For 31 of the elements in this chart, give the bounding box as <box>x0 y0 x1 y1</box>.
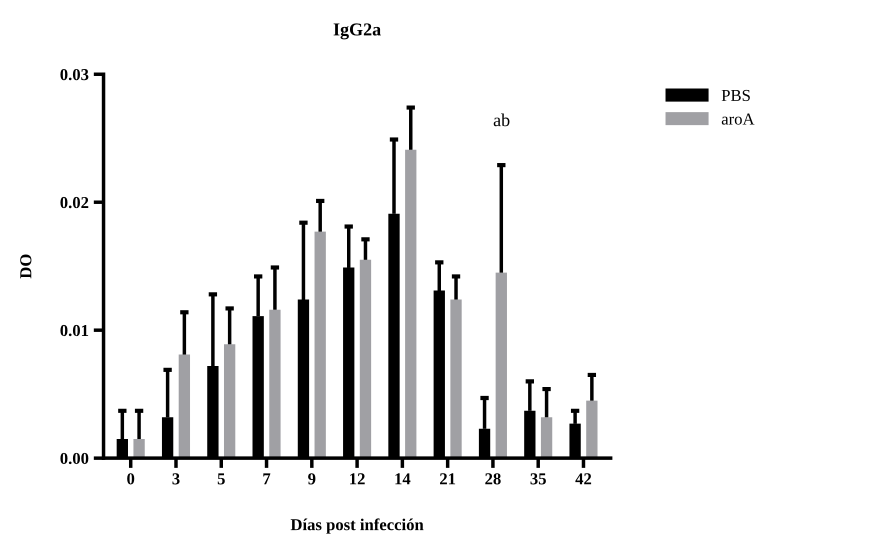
y-axis-title: DO <box>20 254 32 278</box>
x-tick-label: 9 <box>308 473 316 484</box>
bar <box>269 310 281 458</box>
y-tick-label: 0.02 <box>60 196 88 208</box>
bar <box>178 354 190 458</box>
bar <box>450 299 462 458</box>
x-tick-label: 14 <box>395 473 410 484</box>
y-tick-label: 0.01 <box>60 324 88 336</box>
x-tick-label: 0 <box>127 473 134 484</box>
bar <box>314 232 326 458</box>
bar <box>496 272 507 458</box>
x-tick-label: 28 <box>485 473 501 484</box>
bar <box>586 400 598 458</box>
x-tick-label: 42 <box>575 473 592 484</box>
x-tick-label: 5 <box>218 473 225 484</box>
bar <box>224 344 236 458</box>
x-axis-title: Días post infección <box>290 518 424 534</box>
bar <box>540 417 552 458</box>
x-tick-label: 21 <box>440 473 456 484</box>
x-tick-label: 7 <box>263 473 270 484</box>
legend-label: PBS <box>722 90 750 102</box>
x-tick-label: 3 <box>172 473 180 484</box>
legend-label: aroA <box>722 113 754 125</box>
bar <box>360 260 372 458</box>
x-tick-label: 12 <box>350 473 365 484</box>
chart-title: IgG2a <box>334 23 381 40</box>
bar <box>405 150 416 458</box>
x-tick-label: 35 <box>530 473 546 484</box>
y-tick-label: 0.03 <box>60 68 88 80</box>
y-tick-label: 0.00 <box>60 452 88 464</box>
annotation: ab <box>494 114 510 126</box>
